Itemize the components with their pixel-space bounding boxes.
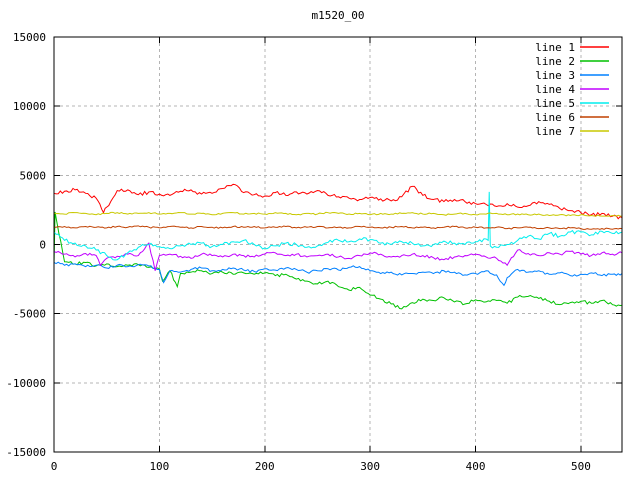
legend-label: line 2 (535, 55, 575, 68)
legend-label: line 3 (535, 69, 575, 82)
y-tick-label: -5000 (13, 308, 46, 321)
x-tick-label: 500 (571, 460, 591, 473)
y-tick-label: 0 (39, 239, 46, 252)
series-line-3 (53, 261, 623, 287)
y-tick-label: -10000 (6, 377, 46, 390)
x-tick-label: 300 (360, 460, 380, 473)
y-tick-label: 5000 (20, 169, 47, 182)
y-tick-label: 15000 (13, 31, 46, 44)
x-tick-label: 100 (149, 460, 169, 473)
legend-label: line 6 (535, 111, 575, 124)
legend-label: line 7 (535, 125, 575, 138)
series-line-6 (53, 225, 623, 230)
y-tick-label: 10000 (13, 100, 46, 113)
series-line-5 (53, 191, 623, 261)
series-line-4 (53, 242, 623, 271)
legend-label: line 4 (535, 83, 575, 96)
legend-label: line 5 (535, 97, 575, 110)
chart-title: m1520_00 (312, 9, 365, 22)
y-tick-label: -15000 (6, 446, 46, 459)
x-tick-label: 200 (255, 460, 275, 473)
series-line-7 (53, 211, 623, 217)
x-tick-label: 0 (51, 460, 58, 473)
legend-label: line 1 (535, 41, 575, 54)
series-line-2 (53, 211, 623, 310)
x-tick-label: 400 (466, 460, 486, 473)
series-line-1 (53, 183, 623, 220)
